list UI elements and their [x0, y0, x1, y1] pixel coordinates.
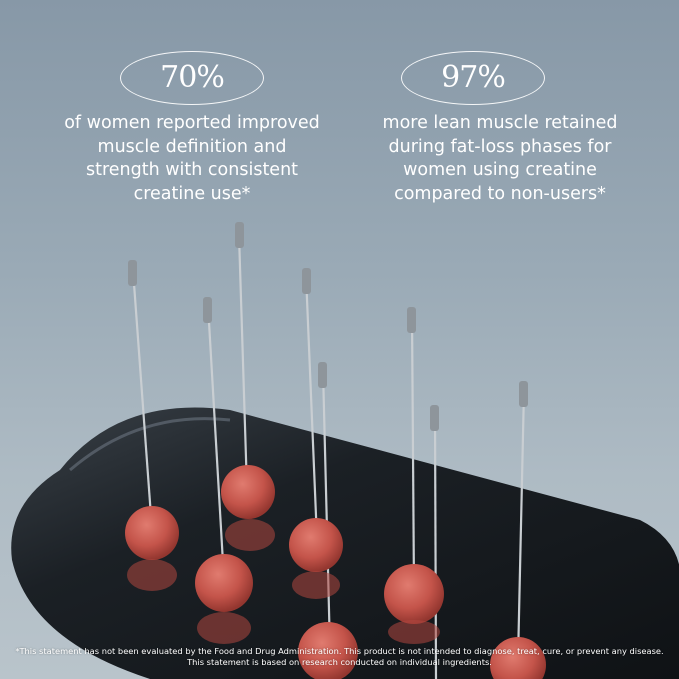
- stat-line: compared to non-users*: [394, 183, 606, 204]
- gummy-reflections: [127, 519, 440, 644]
- skewer-caps: [128, 222, 528, 431]
- stat-line: during fat-loss phases for: [388, 136, 612, 157]
- stat-description: more lean muscle retained during fat-los…: [340, 112, 660, 206]
- skewers: [131, 234, 526, 679]
- fda-disclaimer: *This statement has not been evaluated b…: [0, 646, 679, 668]
- stat-ellipse-outline: [120, 51, 264, 105]
- disclaimer-line: *This statement has not been evaluated b…: [15, 646, 664, 656]
- gummy: [221, 465, 275, 519]
- stat-line: creatine use*: [133, 183, 251, 204]
- stat-line: more lean muscle retained: [382, 113, 618, 133]
- gummy: [384, 564, 444, 624]
- stat-line: muscle definition and: [97, 136, 287, 157]
- disclaimer-line: This statement is based on research cond…: [187, 657, 492, 667]
- stat-block-lean-muscle: 97% more lean muscle retained during fat…: [340, 48, 660, 206]
- gummy: [298, 622, 358, 679]
- stat-ellipse-outline: [401, 51, 545, 105]
- gummy: [289, 518, 343, 572]
- gummies: [125, 465, 546, 679]
- stat-description: of women reported improved muscle defini…: [32, 112, 352, 206]
- stat-line: women using creatine: [403, 160, 597, 180]
- black-tray: [11, 407, 679, 679]
- stat-block-muscle-definition: 70% of women reported improved muscle de…: [32, 48, 352, 206]
- gummy: [195, 554, 253, 612]
- gummy: [490, 637, 546, 679]
- stat-line: of women reported improved: [64, 113, 320, 133]
- gummy: [125, 506, 179, 560]
- stat-line: strength with consistent: [85, 160, 299, 180]
